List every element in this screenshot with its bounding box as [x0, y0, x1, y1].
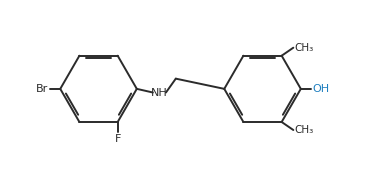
- Text: CH₃: CH₃: [295, 43, 314, 53]
- Text: Br: Br: [36, 84, 49, 94]
- Text: NH: NH: [151, 88, 168, 97]
- Text: F: F: [115, 134, 121, 144]
- Text: OH: OH: [312, 84, 330, 94]
- Text: CH₃: CH₃: [295, 125, 314, 135]
